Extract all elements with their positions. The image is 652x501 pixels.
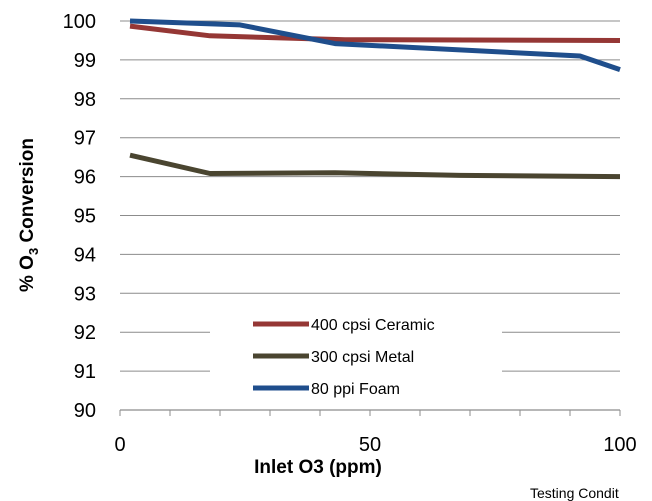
y-tick-label: 100 [63, 11, 96, 33]
x-tick-label: 100 [603, 434, 636, 456]
legend-label-3: 80 ppi Foam [311, 381, 400, 398]
y-axis-title-part-1: % O [17, 255, 38, 292]
y-tick-label: 96 [74, 167, 96, 189]
y-tick-label: 90 [74, 400, 96, 422]
series-lines [129, 18, 621, 180]
legend-label-2: 300 cpsi Metal [311, 349, 414, 366]
gridlines [120, 20, 620, 372]
y-axis-title-part-2: Conversion [17, 138, 38, 248]
series-line-3 [129, 18, 621, 72]
legend-label-1: 400 cpsi Ceramic [311, 317, 435, 334]
y-tick-label: 91 [74, 361, 96, 383]
y-tick-label: 92 [74, 322, 96, 344]
y-axis-title-subscript: 3 [26, 248, 41, 255]
series-line-1 [129, 23, 621, 43]
y-tick-label: 93 [74, 283, 96, 305]
y-tick-label: 94 [74, 244, 96, 266]
legend: 400 cpsi Ceramic 300 cpsi Metal 80 ppi Foa… [210, 308, 502, 406]
series-line-2 [129, 152, 621, 180]
y-tick-label: 97 [74, 128, 96, 150]
y-axis-title: % O3 Conversion [17, 138, 41, 292]
y-tick-label: 98 [74, 89, 96, 111]
x-tick-label: 0 [114, 434, 125, 456]
y-tick-label: 99 [74, 50, 96, 72]
axes: 90 91 92 93 94 95 96 97 98 99 100 0 50 100 [63, 11, 637, 456]
y-tick-label: 95 [74, 206, 96, 228]
footnote: Testing Condit [530, 485, 619, 501]
x-tick-label: 50 [359, 434, 381, 456]
x-axis-title: Inlet O3 (ppm) [254, 457, 382, 478]
